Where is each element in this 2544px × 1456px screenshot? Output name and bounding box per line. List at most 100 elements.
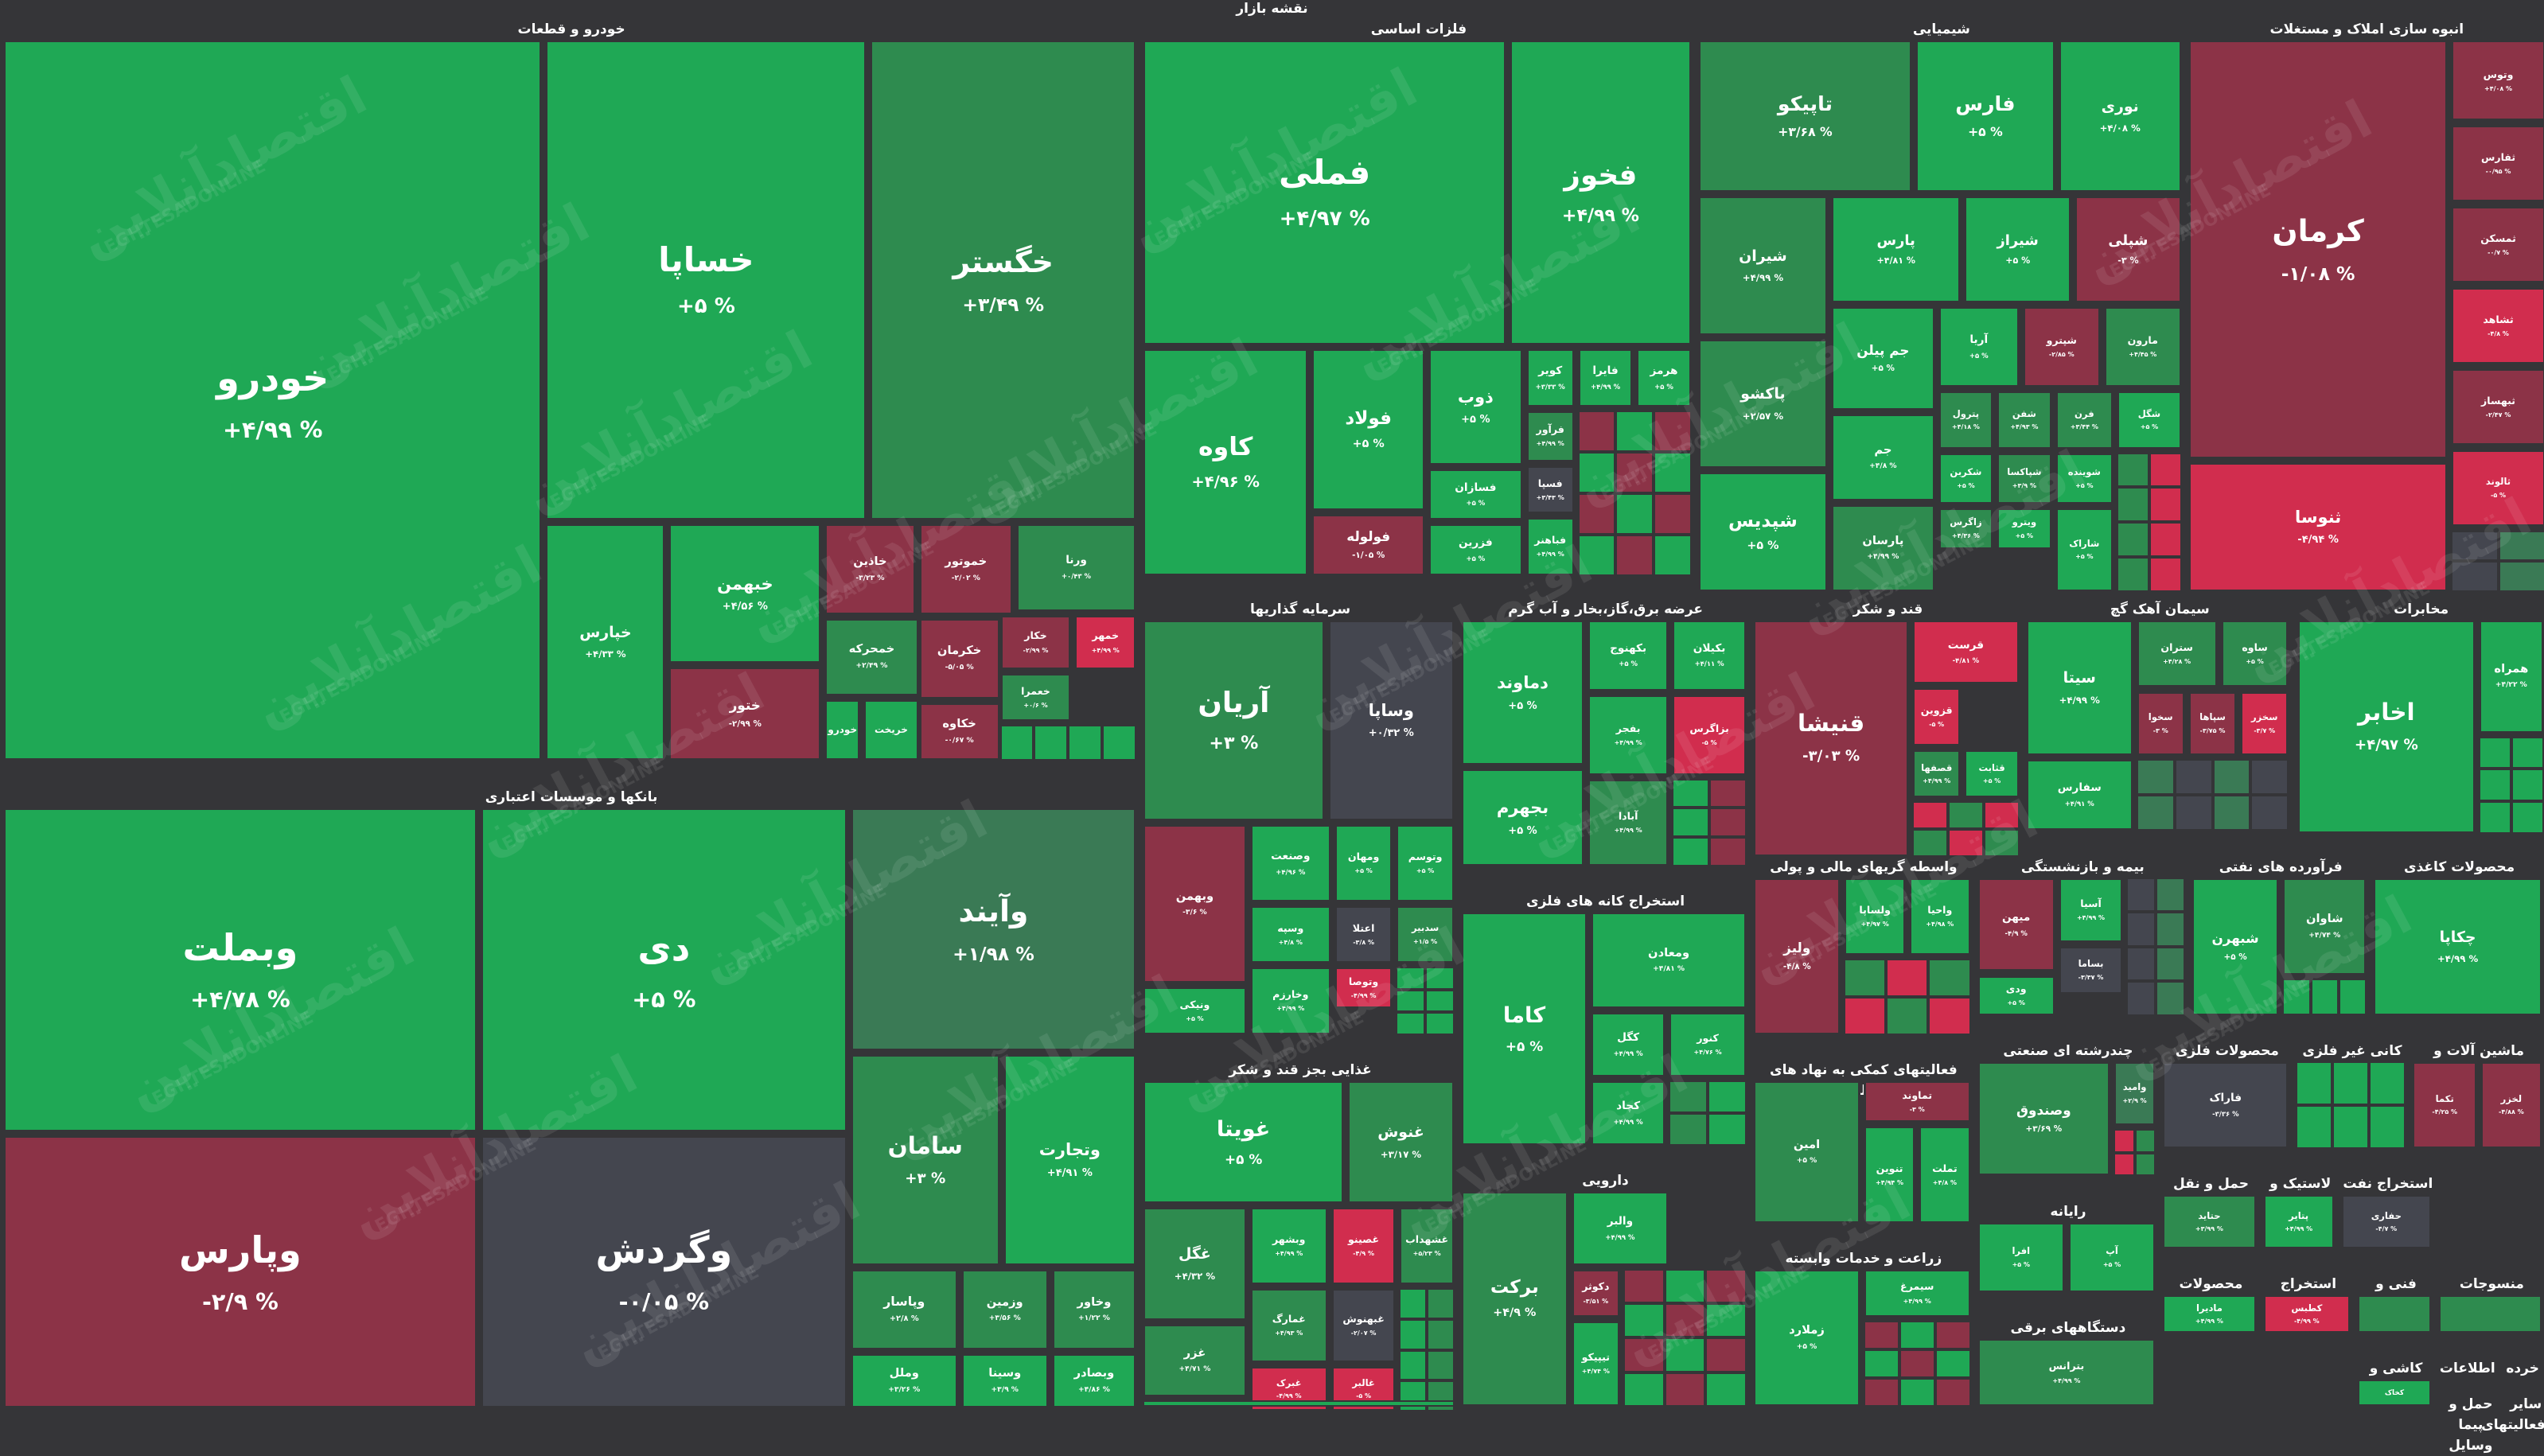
stock-tile[interactable]: وپاسار +۲/۸ % <box>850 1268 958 1350</box>
small-stock-tile[interactable] <box>2126 878 2156 913</box>
small-stock-tile[interactable] <box>2114 1152 2135 1177</box>
small-stock-tile[interactable] <box>1934 1378 1971 1407</box>
stock-tile[interactable]: تنوین +۴/۹۴ % <box>1863 1126 1916 1224</box>
small-stock-tile[interactable] <box>1705 1303 1747 1338</box>
stock-tile[interactable]: دماوند +۵ % <box>1461 619 1585 766</box>
stock-tile[interactable]: امین +۵ % <box>1753 1080 1860 1224</box>
small-stock-tile[interactable] <box>1983 828 2020 857</box>
stock-tile[interactable]: ثشاهد -۴/۸ % <box>2451 286 2544 365</box>
stock-tile[interactable]: کویر +۳/۳۳ % <box>1525 348 1575 407</box>
stock-tile[interactable]: جم +۴/۸ % <box>1831 413 1935 501</box>
small-stock-tile[interactable] <box>1577 410 1616 452</box>
small-stock-tile[interactable] <box>1844 959 1887 998</box>
stock-tile[interactable]: غزر +۴/۷۱ % <box>1143 1324 1247 1397</box>
small-stock-tile[interactable] <box>1664 1337 1706 1372</box>
stock-tile[interactable]: سیمرغ +۴/۹۹ % <box>1863 1268 1971 1318</box>
stock-tile[interactable]: لخزر -۴/۸۸ % <box>2480 1061 2542 1149</box>
stock-tile[interactable]: کنور +۴/۷۶ % <box>1669 1012 1747 1078</box>
stock-tile[interactable]: فولوله -۱/۰۵ % <box>1311 514 1426 576</box>
stock-tile[interactable]: غنوش +۳/۱۷ % <box>1347 1080 1455 1205</box>
stock-tile[interactable]: بفجر +۴/۹۹ % <box>1588 694 1669 776</box>
small-stock-tile[interactable] <box>1425 967 1455 990</box>
small-stock-tile[interactable] <box>1709 808 1747 838</box>
small-stock-tile[interactable] <box>1934 1349 1971 1379</box>
stock-tile[interactable]: شبهرن +۵ % <box>2191 878 2280 1016</box>
stock-tile[interactable]: سامان +۳ % <box>850 1054 1000 1266</box>
small-stock-tile[interactable] <box>2156 912 2185 947</box>
stock-tile[interactable]: ودی +۵ % <box>1977 975 2055 1016</box>
stock-tile[interactable]: تملت +۴/۸ % <box>1919 1126 1971 1224</box>
stock-tile[interactable]: حتاید +۳/۹۹ % <box>2162 1193 2257 1250</box>
stock-tile[interactable]: ورنا +۰/۴۳ % <box>1016 524 1136 612</box>
stock-tile[interactable]: فرن +۳/۴۴ % <box>2055 391 2114 450</box>
stock-tile[interactable]: فخوز +۴/۹۹ % <box>1510 40 1692 345</box>
stock-tile[interactable]: برکت +۴/۹ % <box>1461 1190 1568 1407</box>
small-stock-tile[interactable] <box>2174 759 2213 796</box>
stock-tile[interactable] <box>2357 1294 2432 1334</box>
stock-tile[interactable]: شکربن +۵ % <box>1938 452 1994 504</box>
small-stock-tile[interactable] <box>1899 1378 1935 1407</box>
small-stock-tile[interactable] <box>2332 1104 2370 1149</box>
small-stock-tile[interactable] <box>1577 451 1616 493</box>
stock-tile[interactable]: سخزر -۳/۷ % <box>2240 691 2289 757</box>
stock-tile[interactable]: قزوین -۵ % <box>1912 687 1962 746</box>
stock-tile[interactable]: وپارس -۲/۹ % <box>3 1135 477 1409</box>
small-stock-tile[interactable] <box>2250 759 2289 796</box>
stock-tile[interactable]: پارس +۴/۸۱ % <box>1831 196 1962 303</box>
small-stock-tile[interactable] <box>1886 959 1929 998</box>
stock-tile[interactable]: ثنوسا -۴/۹۴ % <box>2188 461 2449 593</box>
stock-tile[interactable]: آپ +۵ % <box>2067 1221 2156 1294</box>
small-stock-tile[interactable] <box>2149 522 2182 558</box>
small-stock-tile[interactable] <box>1425 989 1455 1013</box>
stock-tile[interactable]: واحیا +۴/۹۸ % <box>1909 878 1971 956</box>
small-stock-tile[interactable] <box>1928 997 1971 1035</box>
stock-tile[interactable]: پارسان +۴/۹۹ % <box>1831 504 1935 593</box>
small-stock-tile[interactable] <box>2451 561 2499 593</box>
small-stock-tile[interactable] <box>1654 534 1692 576</box>
small-stock-tile[interactable] <box>2479 801 2511 835</box>
small-stock-tile[interactable] <box>2149 557 2182 593</box>
stock-tile[interactable]: شگل +۵ % <box>2117 391 2182 450</box>
stock-tile[interactable]: غصینو -۴/۹ % <box>1330 1207 1397 1286</box>
stock-tile[interactable]: نوری +۴/۰۸ % <box>2058 40 2182 193</box>
stock-tile[interactable]: وبشهر +۴/۹۹ % <box>1249 1207 1328 1286</box>
small-stock-tile[interactable] <box>2126 981 2156 1016</box>
small-stock-tile[interactable] <box>999 725 1034 761</box>
stock-tile[interactable]: خکار -۲/۹۹ % <box>999 614 1072 670</box>
stock-tile[interactable]: شپترو -۲/۸۵ % <box>2022 306 2101 388</box>
small-stock-tile[interactable] <box>1928 959 1971 998</box>
stock-tile[interactable]: ثمسکن -۰/۷ % <box>2451 205 2544 284</box>
small-stock-tile[interactable] <box>2338 978 2367 1016</box>
stock-tile[interactable]: سیتا +۴/۹۹ % <box>2025 619 2133 757</box>
small-stock-tile[interactable] <box>2332 1061 2370 1105</box>
stock-tile[interactable]: شاراک +۵ % <box>2055 507 2114 593</box>
stock-tile[interactable]: ولساپا +۴/۹۷ % <box>1844 878 1906 956</box>
small-stock-tile[interactable] <box>2156 946 2185 982</box>
stock-tile[interactable]: فسپا +۳/۴۳ % <box>1525 465 1575 515</box>
stock-tile[interactable]: وبملت +۴/۷۸ % <box>3 808 477 1133</box>
small-stock-tile[interactable] <box>2149 452 2182 488</box>
stock-tile[interactable]: وصنعت +۴/۹۶ % <box>1249 823 1331 902</box>
stock-tile[interactable]: بترانس +۴/۹۹ % <box>1977 1338 2156 1407</box>
stock-tile[interactable]: خعمرا +۰/۶ % <box>999 673 1072 722</box>
small-stock-tile[interactable] <box>2511 769 2544 802</box>
stock-tile[interactable]: خساپا +۵ % <box>545 40 867 521</box>
stock-tile[interactable]: مادیرا +۴/۹۹ % <box>2162 1294 2257 1334</box>
small-stock-tile[interactable] <box>1709 837 1747 866</box>
stock-tile[interactable]: هرمز +۵ % <box>1636 348 1692 407</box>
stock-tile[interactable]: تیپیکو +۴/۷۴ % <box>1571 1321 1620 1407</box>
stock-tile[interactable]: اعتلا -۳/۸ % <box>1334 905 1393 964</box>
small-stock-tile[interactable] <box>1886 997 1929 1035</box>
stock-tile[interactable]: همراه +۴/۲۲ % <box>2479 619 2544 734</box>
stock-tile[interactable]: ونیکی +۵ % <box>1143 986 1247 1035</box>
small-stock-tile[interactable] <box>1708 1112 1747 1146</box>
stock-tile[interactable]: غویتا +۵ % <box>1143 1080 1345 1205</box>
stock-tile[interactable]: زملارد +۵ % <box>1753 1268 1860 1407</box>
small-stock-tile[interactable] <box>2479 736 2511 769</box>
small-stock-tile[interactable] <box>1705 1372 1747 1407</box>
stock-tile[interactable]: غبهنوش -۲/۰۷ % <box>1330 1288 1397 1364</box>
small-stock-tile[interactable] <box>2369 1061 2406 1105</box>
stock-tile[interactable]: وسپه +۴/۸ % <box>1249 905 1331 964</box>
stock-tile[interactable]: غگل +۴/۳۲ % <box>1143 1207 1247 1322</box>
small-stock-tile[interactable] <box>1577 534 1616 576</box>
